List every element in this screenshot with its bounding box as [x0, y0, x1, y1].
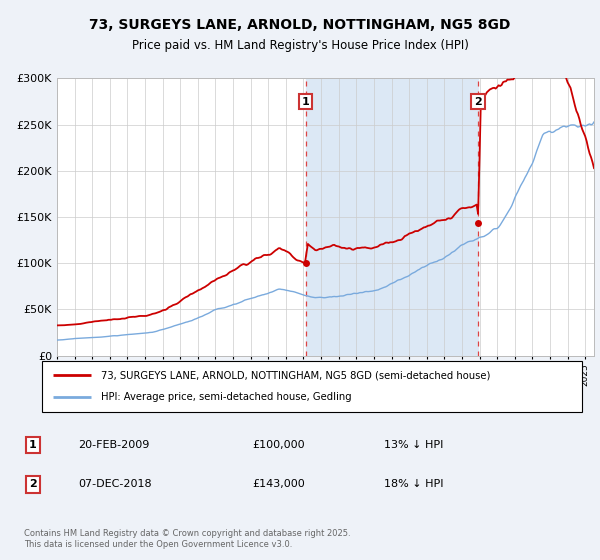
Text: Contains HM Land Registry data © Crown copyright and database right 2025.
This d: Contains HM Land Registry data © Crown c… [24, 529, 350, 549]
Text: 1: 1 [302, 96, 310, 106]
Text: £100,000: £100,000 [252, 440, 305, 450]
Text: 2: 2 [29, 479, 37, 489]
Text: 2: 2 [474, 96, 482, 106]
Text: HPI: Average price, semi-detached house, Gedling: HPI: Average price, semi-detached house,… [101, 393, 352, 403]
Text: 20-FEB-2009: 20-FEB-2009 [78, 440, 149, 450]
Text: Price paid vs. HM Land Registry's House Price Index (HPI): Price paid vs. HM Land Registry's House … [131, 39, 469, 53]
Text: 73, SURGEYS LANE, ARNOLD, NOTTINGHAM, NG5 8GD: 73, SURGEYS LANE, ARNOLD, NOTTINGHAM, NG… [89, 18, 511, 32]
Bar [305, 78, 478, 356]
Text: 18% ↓ HPI: 18% ↓ HPI [384, 479, 443, 489]
Text: 07-DEC-2018: 07-DEC-2018 [78, 479, 152, 489]
Text: £143,000: £143,000 [252, 479, 305, 489]
Text: 73, SURGEYS LANE, ARNOLD, NOTTINGHAM, NG5 8GD (semi-detached house): 73, SURGEYS LANE, ARNOLD, NOTTINGHAM, NG… [101, 370, 491, 380]
Text: 1: 1 [29, 440, 37, 450]
Text: 13% ↓ HPI: 13% ↓ HPI [384, 440, 443, 450]
